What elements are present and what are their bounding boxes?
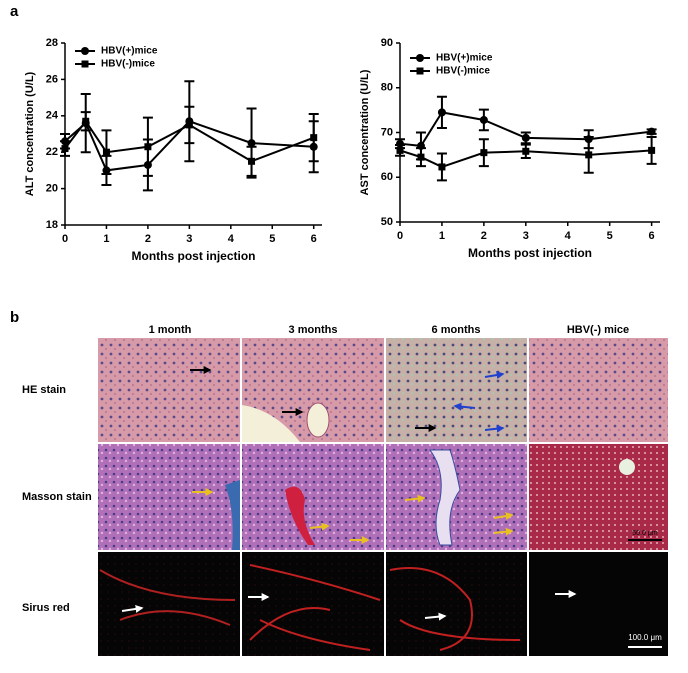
legend-marker: [81, 47, 89, 55]
y-tick-label: 18: [46, 219, 58, 231]
y-tick-label: 70: [381, 126, 393, 138]
image-feature: [225, 480, 240, 550]
scale-bar-label: 100.0 μm: [628, 633, 662, 642]
marker: [521, 133, 530, 142]
marker: [102, 148, 110, 156]
marker: [479, 115, 488, 124]
row-label: Sirus red: [22, 602, 70, 614]
image: [529, 444, 668, 550]
marker: [648, 146, 656, 154]
x-tick-label: 0: [62, 233, 68, 245]
image-feature: [306, 402, 330, 438]
x-tick-label: 3: [186, 233, 192, 245]
y-tick-label: 60: [381, 171, 393, 183]
y-axis-label: ALT concentration (U/L): [24, 71, 36, 196]
image-feature: [99, 569, 236, 626]
image: [386, 552, 527, 656]
image: [98, 552, 240, 656]
marker: [480, 149, 488, 157]
x-tick-label: 3: [523, 230, 529, 242]
image-feature: [285, 486, 315, 545]
marker: [647, 127, 656, 136]
marker: [585, 151, 593, 159]
marker: [396, 146, 404, 154]
column-label: 6 months: [432, 324, 481, 336]
y-tick-label: 24: [46, 110, 59, 122]
image-feature: [242, 405, 300, 442]
image: [529, 552, 668, 656]
y-tick-label: 50: [381, 216, 393, 228]
image: [98, 338, 240, 442]
marker: [437, 108, 446, 117]
row-label: Masson stain: [22, 491, 92, 503]
image-feature: [619, 459, 635, 475]
image: [242, 444, 384, 550]
x-tick-label: 6: [311, 233, 317, 245]
y-axis-label: AST concentration (U/L): [359, 69, 371, 195]
legend-marker: [416, 54, 424, 62]
legend-label: HBV(-)mice: [436, 66, 490, 77]
marker: [310, 134, 318, 142]
scale-bar-label: 50.0 μm: [632, 530, 658, 537]
marker: [522, 147, 530, 155]
y-tick-label: 80: [381, 82, 393, 94]
image: [386, 338, 527, 442]
legend-marker: [81, 60, 89, 68]
panel-label: b: [10, 309, 19, 326]
y-tick-label: 20: [46, 183, 58, 195]
y-tick-label: 22: [46, 146, 58, 158]
marker: [61, 145, 69, 153]
marker: [438, 163, 446, 171]
histology-images: [98, 338, 668, 656]
marker: [82, 117, 90, 125]
x-axis-label: Months post injection: [468, 246, 592, 260]
image-feature: [389, 567, 521, 651]
x-tick-label: 1: [103, 233, 109, 245]
image: [98, 444, 240, 550]
y-tick-label: 28: [46, 37, 58, 49]
marker: [248, 157, 256, 165]
marker: [185, 121, 193, 129]
y-tick-label: 90: [381, 37, 393, 49]
x-tick-label: 5: [269, 233, 275, 245]
x-tick-label: 1: [439, 230, 445, 242]
y-tick-label: 26: [46, 73, 58, 85]
legend-marker: [416, 67, 424, 75]
image: [529, 338, 668, 442]
x-tick-label: 6: [649, 230, 655, 242]
x-tick-label: 0: [397, 230, 403, 242]
legend-label: HBV(+)mice: [436, 53, 493, 64]
row-label: HE stain: [22, 384, 66, 396]
x-axis-label: Months post injection: [132, 249, 256, 263]
marker: [144, 143, 152, 151]
image-feature: [249, 564, 381, 651]
image-feature: [429, 449, 461, 546]
x-tick-label: 5: [607, 230, 613, 242]
panel-label: a: [10, 3, 19, 20]
x-tick-label: 2: [481, 230, 487, 242]
marker: [417, 153, 425, 161]
column-label: HBV(-) mice: [567, 324, 629, 336]
x-tick-label: 4: [228, 233, 235, 245]
image: [386, 444, 527, 550]
legend-label: HBV(-)mice: [101, 59, 155, 70]
marker: [247, 139, 256, 148]
column-label: 3 months: [289, 324, 338, 336]
arrows: [121, 366, 577, 621]
x-tick-label: 2: [145, 233, 151, 245]
x-tick-label: 4: [565, 230, 572, 242]
legend-label: HBV(+)mice: [101, 46, 158, 57]
column-label: 1 month: [149, 324, 192, 336]
